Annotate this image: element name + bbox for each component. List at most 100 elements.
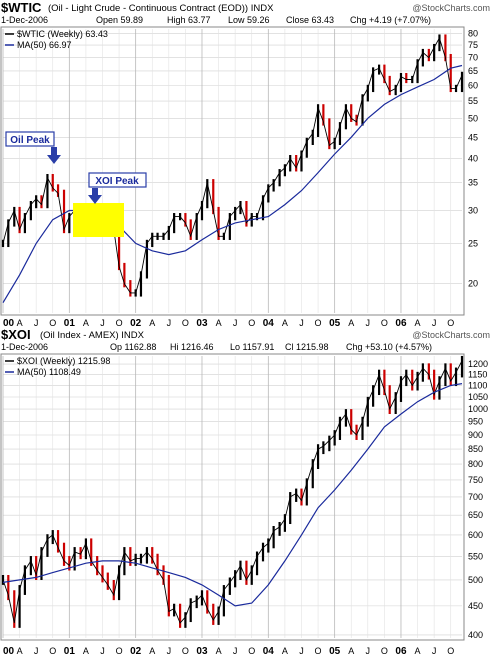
top-plot-frame [0,26,465,316]
bottom-x-tick-label: J [432,646,437,656]
bottom-x-tick-label: O [116,646,123,656]
bottom-date: 1-Dec-2006 [1,342,48,352]
top-x-tick-label: 03 [196,318,208,329]
top-x-axis: 00 A J O 01 A J O 02 A J O 03 A J O 04 A J O 05 A J O 06 A J O [3,318,454,329]
bottom-ma-line [2,383,463,607]
top-legend-ma: MA(50) 66.97 [17,40,72,50]
bottom-chg: Chg +53.10 (+4.57%) [346,342,432,352]
bottom-y-tick-label: 600 [468,530,483,540]
top-chg: Chg +4.19 (+7.07%) [350,15,431,25]
top-y-tick-label: 65 [468,66,478,76]
bottom-x-tick-label: A [282,646,288,656]
top-x-tick-label: O [182,318,189,328]
bottom-watermark: @StockCharts.com [412,330,490,340]
bottom-y-tick-label: 800 [468,459,483,469]
top-y-tick-label: 25 [468,238,478,248]
bottom-x-tick-label: 02 [130,646,142,657]
top-x-tick-label: A [149,318,155,328]
bottom-x-tick-label: A [149,646,155,656]
top-x-tick-label: J [432,318,437,328]
top-x-tick-label: 06 [395,318,407,329]
bottom-y-tick-label: 900 [468,430,483,440]
top-x-tick-label: O [381,318,388,328]
top-x-tick-label: A [415,318,421,328]
bottom-high: Hi 1216.46 [170,342,214,352]
xoi-peak-label: XOI Peak [95,176,139,187]
top-grid [2,29,462,313]
top-x-tick-label: J [299,318,304,328]
bottom-x-tick-label: A [216,646,222,656]
xoi-peak-annotation: XOI Peak [88,172,147,204]
top-close: Close 63.43 [286,15,334,25]
bottom-y-tick-label: 1000 [468,404,488,414]
top-x-tick-label: 04 [263,318,275,329]
top-x-tick-label: J [34,318,39,328]
bottom-x-tick-label: J [100,646,105,656]
bottom-x-tick-label: O [182,646,189,656]
bottom-x-tick-label: O [49,646,56,656]
bottom-y-tick-label: 1200 [468,359,488,369]
bottom-x-tick-label: 00 [3,646,15,657]
bottom-close: Cl 1215.98 [285,342,329,352]
top-y-tick-label: 50 [468,113,478,123]
top-y-tick-label: 35 [468,178,478,188]
xoi-peak-arrow-icon [88,188,102,204]
bottom-x-tick-label: 01 [64,646,76,657]
bottom-x-tick-label: J [299,646,304,656]
top-x-tick-label: O [248,318,255,328]
bottom-y-tick-label: 850 [468,444,483,454]
bottom-y-tick-label: 500 [468,575,483,585]
top-y-tick-label: 20 [468,279,478,289]
bottom-x-tick-label: A [415,646,421,656]
top-legend-price: $WTIC (Weekly) 63.43 [17,29,108,39]
bottom-legend-ma: MA(50) 1108.49 [17,367,81,377]
bottom-x-tick-label: A [348,646,354,656]
bottom-x-tick-label: 03 [196,646,208,657]
bottom-y-axis: 400 450 500 550 600 650 700 750 800 850 900 950 1000… [468,359,488,640]
bottom-x-tick-label: J [366,646,371,656]
top-y-tick-label: 55 [468,96,478,106]
top-x-tick-label: A [348,318,354,328]
top-date: 1-Dec-2006 [1,15,48,25]
bottom-x-tick-label: 06 [395,646,407,657]
oil-peak-label-box [5,131,55,147]
bottom-y-tick-label: 650 [468,510,483,520]
top-x-tick-label: O [49,318,56,328]
bottom-x-tick-label: A [17,646,23,656]
top-y-tick-label: 75 [468,40,478,50]
top-legend: $WTIC (Weekly) 63.43 MA(50) 66.97 [5,29,108,50]
bottom-open: Op 1162.88 [110,342,156,352]
top-x-tick-label: J [233,318,238,328]
bottom-y-tick-label: 750 [468,475,483,485]
top-open: Open 59.89 [96,15,143,25]
bottom-y-tick-label: 700 [468,492,483,502]
bottom-x-tick-label: J [167,646,172,656]
top-x-tick-label: A [282,318,288,328]
bottom-price-line [2,360,463,624]
top-y-tick-label: 80 [468,28,478,38]
bottom-title: (Oil Index - AMEX) INDX [40,330,145,341]
top-x-tick-label: A [17,318,23,328]
bottom-y-tick-label: 450 [468,601,483,611]
bottom-low: Lo 1157.91 [230,342,274,352]
bottom-y-tick-label: 950 [468,417,483,427]
bottom-x-tick-label: O [447,646,454,656]
bottom-x-axis: 00 A J O 01 A J O 02 A J O 03 A J O 04 A J O 05 A J O 06 A J O [3,646,454,657]
top-x-tick-label: 00 [3,318,15,329]
bottom-symbol: $XOI [1,327,31,342]
bottom-x-tick-label: J [233,646,238,656]
bottom-y-tick-label: 400 [468,630,483,640]
bottom-legend: $XOI (Weekly) 1215.98 MA(50) 1108.49 [5,356,110,377]
bottom-x-tick-label: O [248,646,255,656]
top-symbol: $WTIC [1,0,42,15]
top-x-tick-label: O [447,318,454,328]
top-x-tick-label: A [83,318,89,328]
oil-peak-arrow-icon [47,147,61,164]
xoi-peak-label-box [88,172,147,188]
bottom-y-tick-label: 1100 [468,381,487,391]
bottom-x-tick-label: 05 [329,646,341,657]
bottom-legend-price: $XOI (Weekly) 1215.98 [17,356,110,366]
bottom-y-tick-label: 550 [468,551,483,561]
bottom-price-series [1,355,464,628]
